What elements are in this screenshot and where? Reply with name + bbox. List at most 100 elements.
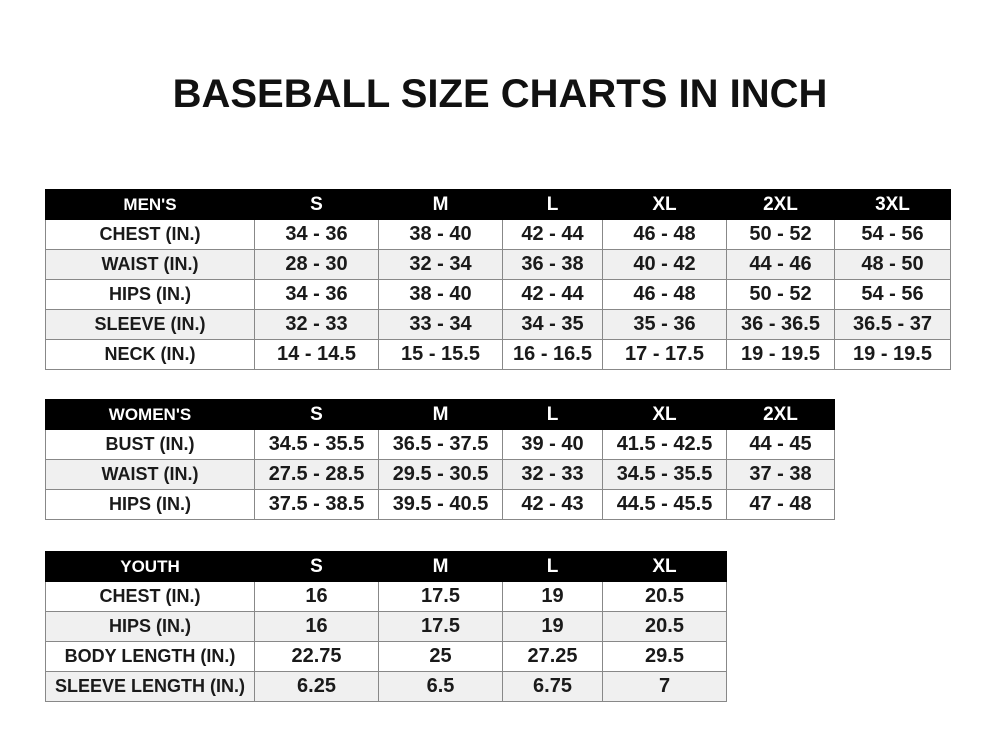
size-value-cell: 34.5 - 35.5 — [602, 459, 727, 490]
measurement-label: CHEST (IN.) — [45, 219, 255, 250]
table-row: HIPS (IN.) 34 - 36 38 - 40 42 - 44 46 - 48 50… — [45, 279, 951, 310]
table-row: SLEEVE LENGTH (IN.) 6.25 6.5 6.75 7 — [45, 671, 727, 702]
table-row: SLEEVE (IN.) 32 - 33 33 - 34 34 - 35 35 - 36… — [45, 309, 951, 340]
size-column-header: L — [502, 551, 603, 582]
size-value-cell: 15 - 15.5 — [378, 339, 503, 370]
size-column-header: S — [254, 399, 379, 430]
size-value-cell: 39 - 40 — [502, 429, 603, 460]
size-column-header: S — [254, 551, 379, 582]
size-value-cell: 32 - 34 — [378, 249, 503, 280]
size-column-header: 2XL — [726, 399, 835, 430]
measurement-label: BUST (IN.) — [45, 429, 255, 460]
size-value-cell: 34 - 35 — [502, 309, 603, 340]
size-value-cell: 16 - 16.5 — [502, 339, 603, 370]
size-value-cell: 50 - 52 — [726, 279, 835, 310]
size-value-cell: 54 - 56 — [834, 279, 951, 310]
size-value-cell: 47 - 48 — [726, 489, 835, 520]
size-value-cell: 17.5 — [378, 611, 503, 642]
measurement-label: HIPS (IN.) — [45, 279, 255, 310]
size-value-cell: 44 - 46 — [726, 249, 835, 280]
measurement-label: CHEST (IN.) — [45, 581, 255, 612]
size-value-cell: 17 - 17.5 — [602, 339, 727, 370]
size-value-cell: 39.5 - 40.5 — [378, 489, 503, 520]
size-value-cell: 33 - 34 — [378, 309, 503, 340]
measurement-label: SLEEVE LENGTH (IN.) — [45, 671, 255, 702]
table-row: BUST (IN.) 34.5 - 35.5 36.5 - 37.5 39 - 40 4… — [45, 429, 835, 460]
size-column-header: 2XL — [726, 189, 835, 220]
size-value-cell: 6.75 — [502, 671, 603, 702]
measurement-label: SLEEVE (IN.) — [45, 309, 255, 340]
size-value-cell: 29.5 - 30.5 — [378, 459, 503, 490]
size-value-cell: 6.5 — [378, 671, 503, 702]
size-value-cell: 44 - 45 — [726, 429, 835, 460]
size-value-cell: 46 - 48 — [602, 279, 727, 310]
size-value-cell: 41.5 - 42.5 — [602, 429, 727, 460]
table-row: CHEST (IN.) 16 17.5 19 20.5 — [45, 581, 727, 612]
mens-size-table: MEN'S S M L XL 2XL 3XL CHEST (IN.) 34 - 36 38 - 4… — [45, 189, 951, 370]
table-header-row: MEN'S S M L XL 2XL 3XL — [45, 189, 951, 220]
size-value-cell: 44.5 - 45.5 — [602, 489, 727, 520]
size-value-cell: 38 - 40 — [378, 279, 503, 310]
measurement-label: WAIST (IN.) — [45, 459, 255, 490]
size-column-header: XL — [602, 399, 727, 430]
size-value-cell: 19 - 19.5 — [726, 339, 835, 370]
size-value-cell: 50 - 52 — [726, 219, 835, 250]
size-value-cell: 20.5 — [602, 611, 727, 642]
table-row: BODY LENGTH (IN.) 22.75 25 27.25 29.5 — [45, 641, 727, 672]
size-column-header: L — [502, 189, 603, 220]
size-value-cell: 42 - 43 — [502, 489, 603, 520]
measurement-label: BODY LENGTH (IN.) — [45, 641, 255, 672]
size-value-cell: 32 - 33 — [502, 459, 603, 490]
size-value-cell: 54 - 56 — [834, 219, 951, 250]
table-row: WAIST (IN.) 28 - 30 32 - 34 36 - 38 40 - 42 4… — [45, 249, 951, 280]
womens-size-table: WOMEN'S S M L XL 2XL BUST (IN.) 34.5 - 35.5 36.5… — [45, 399, 835, 520]
size-value-cell: 34 - 36 — [254, 279, 379, 310]
measurement-label: HIPS (IN.) — [45, 489, 255, 520]
size-column-header: M — [378, 189, 503, 220]
size-value-cell: 22.75 — [254, 641, 379, 672]
size-column-header: XL — [602, 189, 727, 220]
size-value-cell: 19 - 19.5 — [834, 339, 951, 370]
page-title: BASEBALL SIZE CHARTS IN INCH — [172, 72, 828, 116]
size-column-header: 3XL — [834, 189, 951, 220]
size-value-cell: 42 - 44 — [502, 219, 603, 250]
size-value-cell: 16 — [254, 581, 379, 612]
size-value-cell: 14 - 14.5 — [254, 339, 379, 370]
size-value-cell: 32 - 33 — [254, 309, 379, 340]
size-value-cell: 27.5 - 28.5 — [254, 459, 379, 490]
table-row: CHEST (IN.) 34 - 36 38 - 40 42 - 44 46 - 48 5… — [45, 219, 951, 250]
size-value-cell: 34 - 36 — [254, 219, 379, 250]
size-value-cell: 37.5 - 38.5 — [254, 489, 379, 520]
size-value-cell: 35 - 36 — [602, 309, 727, 340]
size-column-header: XL — [602, 551, 727, 582]
youth-size-table: YOUTH S M L XL CHEST (IN.) 16 17.5 19 20.5 HIPS (I… — [45, 551, 727, 702]
size-column-header: S — [254, 189, 379, 220]
table-row: NECK (IN.) 14 - 14.5 15 - 15.5 16 - 16.5 17 … — [45, 339, 951, 370]
size-value-cell: 36.5 - 37 — [834, 309, 951, 340]
measurement-label: HIPS (IN.) — [45, 611, 255, 642]
size-value-cell: 6.25 — [254, 671, 379, 702]
size-value-cell: 38 - 40 — [378, 219, 503, 250]
table-header-row: YOUTH S M L XL — [45, 551, 727, 582]
size-value-cell: 36 - 36.5 — [726, 309, 835, 340]
table-row: HIPS (IN.) 37.5 - 38.5 39.5 - 40.5 42 - 43 4… — [45, 489, 835, 520]
size-column-header: L — [502, 399, 603, 430]
size-value-cell: 42 - 44 — [502, 279, 603, 310]
size-value-cell: 46 - 48 — [602, 219, 727, 250]
size-value-cell: 16 — [254, 611, 379, 642]
table-category-header: YOUTH — [45, 551, 255, 582]
size-value-cell: 36.5 - 37.5 — [378, 429, 503, 460]
size-value-cell: 17.5 — [378, 581, 503, 612]
size-value-cell: 28 - 30 — [254, 249, 379, 280]
size-value-cell: 19 — [502, 611, 603, 642]
size-value-cell: 29.5 — [602, 641, 727, 672]
table-row: HIPS (IN.) 16 17.5 19 20.5 — [45, 611, 727, 642]
table-row: WAIST (IN.) 27.5 - 28.5 29.5 - 30.5 32 - 33… — [45, 459, 835, 490]
size-value-cell: 27.25 — [502, 641, 603, 672]
size-value-cell: 37 - 38 — [726, 459, 835, 490]
size-value-cell: 20.5 — [602, 581, 727, 612]
size-value-cell: 7 — [602, 671, 727, 702]
measurement-label: NECK (IN.) — [45, 339, 255, 370]
size-column-header: M — [378, 551, 503, 582]
table-category-header: WOMEN'S — [45, 399, 255, 430]
